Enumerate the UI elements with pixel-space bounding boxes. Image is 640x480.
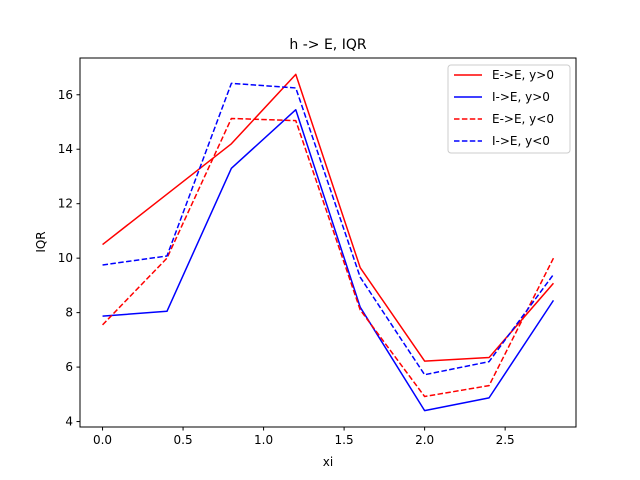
- x-tick-label: 0.5: [174, 433, 193, 447]
- x-tick-label: 2.5: [496, 433, 515, 447]
- y-tick-label: 12: [58, 197, 73, 211]
- y-tick-label: 8: [65, 306, 73, 320]
- legend-label: E->E, y>0: [492, 68, 554, 82]
- x-axis-label: xi: [323, 455, 333, 469]
- legend: E->E, y>0 I->E, y>0 E->E, y<0 I->E, y<0: [447, 64, 571, 154]
- series-line-3: [102, 117, 555, 398]
- y-tick-label: 4: [65, 415, 73, 429]
- y-tick-label: 14: [58, 142, 73, 156]
- y-axis-label: IQR: [34, 231, 48, 252]
- x-tick-label: 1.5: [335, 433, 354, 447]
- x-tick-label: 1.0: [254, 433, 273, 447]
- series-line-1: [102, 73, 555, 362]
- y-tick-label: 16: [58, 88, 73, 102]
- x-tick-label: 0.0: [93, 433, 112, 447]
- plot-frame: [79, 57, 577, 428]
- series-line-4: [102, 82, 555, 376]
- y-tick-label: 10: [58, 251, 73, 265]
- y-tick-label: 6: [65, 360, 73, 374]
- legend-label: I->E, y<0: [492, 134, 550, 148]
- series-line-2: [102, 108, 555, 412]
- legend-label: E->E, y<0: [492, 112, 554, 126]
- legend-label: I->E, y>0: [492, 90, 550, 104]
- chart-title: h -> E, IQR: [289, 37, 366, 53]
- x-tick-label: 2.0: [415, 433, 434, 447]
- legend-box: [447, 64, 571, 154]
